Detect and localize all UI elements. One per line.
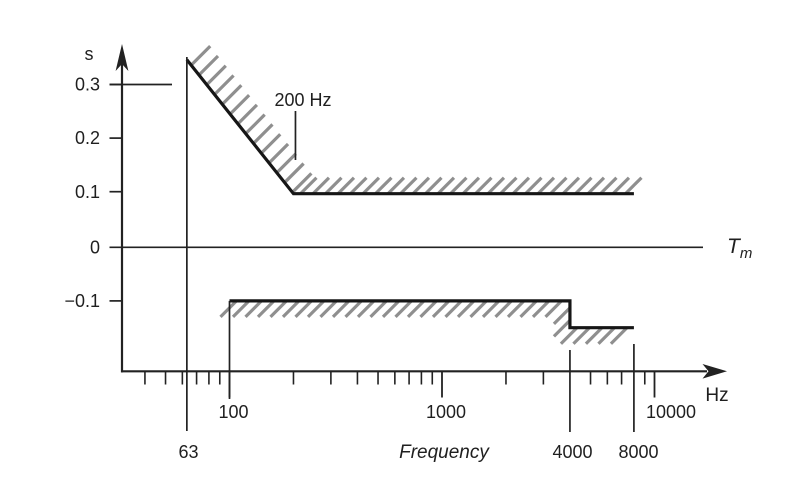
hatch-stroke [221,84,243,106]
hatch-stroke [213,74,235,96]
y-axis-arrow-icon [115,44,129,71]
hatch-stroke [260,133,282,155]
hatch-stroke [486,176,506,195]
hatch-stroke [544,299,563,319]
hatch-stroke [256,299,276,319]
hatch-stroke [431,299,451,319]
hatch-stroke [609,326,629,345]
hatch-stroke [228,93,251,116]
hatch-stroke [456,299,476,319]
hatch-stroke [494,299,513,319]
hatch-stroke [190,45,212,67]
hatch-stroke [597,326,616,345]
hatch-stroke [386,176,406,195]
hatch-stroke [611,176,631,195]
hatch-stroke [349,176,368,195]
hatch-stroke [291,172,313,194]
lower-tolerance-limit-line [229,299,634,330]
hatch-stroke [474,176,493,195]
x-axis-unit-label: Hz [705,385,728,406]
y-tick-label-0: 0 [90,238,100,258]
x-tick-label-1000: 1000 [426,402,466,422]
hatch-stroke [244,299,263,319]
hatch-stroke [294,299,313,319]
hatch-stroke [436,176,456,195]
hatch-stroke [281,299,301,319]
hatch-stroke [406,299,426,319]
hatch-stroke [394,299,413,319]
hatch-stroke [444,299,463,319]
hatch-stroke [331,299,351,319]
tm-label: Tm [727,235,752,262]
hatch-stroke [469,299,488,319]
hatch-stroke [306,299,326,319]
hatch-stroke [267,142,290,165]
annotation-200hz: 200 Hz [274,90,331,110]
x-leader-label-8000: 8000 [618,442,658,462]
x-tick-label-100: 100 [218,402,248,422]
hatch-stroke [574,176,593,195]
hatch-stroke [559,326,579,345]
y-axis-unit-label: s [85,44,94,64]
hatch-stroke [231,299,251,319]
hatch-stroke [381,299,401,319]
hatch-stroke [361,176,381,195]
hatch-stroke [374,176,393,195]
hatch-stroke [319,299,338,319]
hatch-stroke [584,326,604,345]
hatch-stroke [481,299,501,319]
hatch-stroke [236,103,259,126]
hatch-stroke [552,319,572,338]
hatch-stroke [536,176,556,195]
hatch-stroke [344,299,363,319]
x-tick-label-10000: 10000 [646,402,696,422]
hatch-stroke [419,299,438,319]
hatch-stroke [299,176,318,195]
hatch-stroke [519,299,538,319]
hatch-stroke [252,123,274,145]
hatch-stroke [586,176,606,195]
hatch-stroke [449,176,468,195]
hatch-stroke [499,176,518,195]
hatch-stroke [599,176,618,195]
x-axis-title: Frequency [399,442,490,463]
hatch-stroke [411,176,431,195]
hatch-stroke [311,176,331,195]
hatch-stroke [511,176,531,195]
hatch-stroke [324,176,343,195]
hatch-stroke [506,299,526,319]
hatch-stroke [531,299,551,319]
hatch-stroke [461,176,481,195]
hatch-stroke [197,54,220,77]
y-tick-label-02: 0.2 [75,128,100,148]
hatch-stroke [369,299,388,319]
hatch-stroke [399,176,418,195]
hatch-stroke [549,176,568,195]
hatch-stroke [275,152,297,174]
y-tick-label-03: 0.3 [75,75,100,95]
x-leader-label-63: 63 [178,442,198,462]
geometry-layer [109,44,727,432]
hatch-stroke [336,176,356,195]
x-leader-label-4000: 4000 [552,442,592,462]
hatch-stroke [572,326,591,345]
hatch-stroke [424,176,443,195]
hatch-stroke [219,299,238,319]
y-tick-label-m01: −0.1 [64,291,100,311]
hatch-stroke [624,176,643,195]
hatch-stroke [552,306,572,326]
x-axis-arrow-icon [702,364,727,379]
hatch-stroke [283,162,305,184]
y-tick-label-01: 0.1 [75,182,100,202]
text-layer: s 0.3 0.2 0.1 0 −0.1 100 1000 10000 63 4… [64,44,752,463]
hatch-stroke [356,299,376,319]
hatch-stroke [269,299,288,319]
upper-tolerance-limit-line [185,58,634,196]
hatch-stroke [244,113,266,135]
hatch-stroke [561,176,581,195]
hatch-stroke [524,176,543,195]
hatch-stroke [205,64,227,86]
